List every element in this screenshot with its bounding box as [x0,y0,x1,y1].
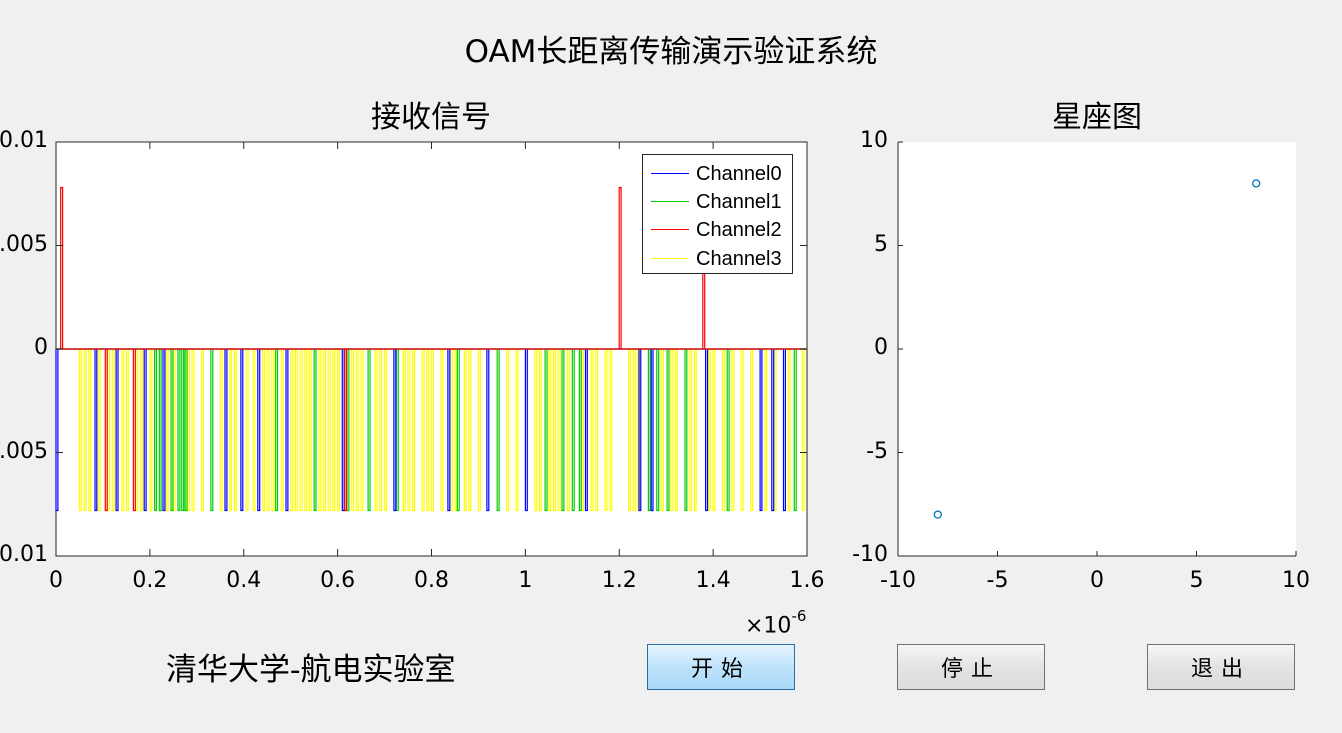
x-tick-label: 1 [518,568,533,593]
constellation-x-tick-label: 0 [1090,568,1104,593]
x-tick-label: 0.2 [132,568,168,593]
exit-button[interactable]: 退出 [1147,644,1295,690]
constellation-y-tick-label: -5 [866,438,888,464]
legend-item-channel0: Channel0 [643,162,794,186]
y-tick-label: .005 [0,231,48,257]
legend-line-channel0 [651,173,689,174]
y-tick-label: 0.01 [0,128,48,153]
legend-item-channel1: Channel1 [643,190,794,214]
x-tick-label: 1.4 [695,568,731,593]
legend-line-channel1 [651,201,689,202]
y-tick-label: 0 [34,335,48,360]
constellation-y-tick-label: 5 [874,231,888,257]
legend-line-channel2 [651,229,689,230]
received-signal-title: 接收信号 [371,100,491,135]
signal-ticks [55,141,808,557]
start-button[interactable]: 开始 [647,644,795,690]
x-tick-label: 1.6 [789,568,825,593]
legend-label-channel1: Channel1 [696,191,782,213]
constellation-x-tick-label: -5 [986,568,1009,593]
stop-button[interactable]: 停止 [897,644,1045,690]
x-tick-label: 0.8 [414,568,449,593]
constellation-title: 星座图 [1052,100,1142,135]
x-tick-label: 1.2 [601,568,637,593]
legend-label-channel2: Channel2 [696,219,782,241]
lab-name-label: 清华大学-航电实验室 [166,652,456,688]
x-tick-label: 0.4 [226,568,262,593]
series-line-channel2 [56,186,807,512]
x-tick-label: 0 [49,568,63,593]
legend-item-channel2: Channel2 [643,218,794,242]
legend-line-channel3 [651,258,689,259]
series-line-channel0 [55,348,807,512]
constellation-x-tick-label: -10 [880,568,916,593]
window-title: OAM长距离传输演示验证系统 [464,34,878,70]
constellation-x-tick-label: 10 [1282,568,1310,593]
constellation-point [1252,179,1261,188]
series-line-channel3 [56,348,807,512]
constellation-y-tick-label: 0 [874,335,888,360]
y-tick-label: -0.01 [0,542,48,567]
legend-item-channel3: Channel3 [643,247,794,271]
x-exponent-label: ×10-6 [745,607,807,639]
y-tick-label: .005 [0,438,48,464]
constellation-plot-area[interactable] [898,142,1296,556]
constellation-points [933,179,1261,519]
constellation-ticks [897,141,1297,557]
legend-label-channel0: Channel0 [696,163,782,185]
constellation-x-tick-label: 5 [1189,568,1204,593]
legend-label-channel3: Channel3 [696,248,782,270]
constellation-point [933,510,942,519]
constellation-y-tick-label: -10 [852,542,888,567]
signal-series-group [55,186,807,512]
constellation-y-tick-label: 10 [860,128,888,153]
x-tick-label: 0.6 [320,568,356,593]
signal-legend[interactable]: Channel0 Channel1 Channel2 Channel3 [642,154,793,274]
